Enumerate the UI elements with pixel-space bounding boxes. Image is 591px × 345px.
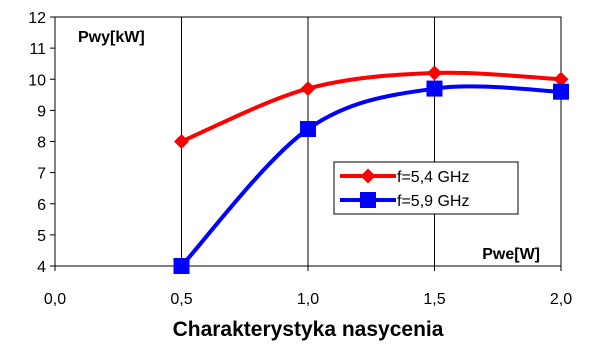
y-tick-label: 9: [37, 103, 46, 120]
y-axis-title-box: Pwy[kW]: [70, 24, 170, 48]
series-line: [179, 70, 563, 144]
y-axis-title: Pwy[kW]: [78, 29, 145, 46]
x-tick-label: 0,5: [170, 291, 192, 308]
y-tick-label: 6: [37, 197, 46, 214]
data-point-diamond: [300, 81, 316, 97]
legend-item-1: f=5,4 GHz: [340, 168, 469, 186]
series-2: [173, 80, 569, 274]
data-point-diamond: [174, 134, 189, 149]
legend-swatch-marker: [360, 192, 376, 208]
y-tick-label: 7: [37, 166, 46, 183]
data-point-square: [300, 121, 316, 138]
data-point-square: [553, 83, 569, 100]
y-tick-label: 8: [37, 135, 46, 152]
series: [173, 65, 569, 274]
data-point-diamond: [553, 71, 569, 87]
y-tick-label: 10: [28, 72, 46, 89]
legend: f=5,4 GHz f=5,9 GHz: [333, 161, 519, 215]
chart-title: Charakterystyka nasycenia: [173, 318, 444, 341]
y-axis-ticks: 4 5 6 7 8 9 10 11 12: [28, 10, 55, 276]
legend-item-2: f=5,9 GHz: [340, 192, 469, 210]
grid: [181, 17, 435, 266]
x-tick-label: 1,0: [297, 291, 319, 308]
data-point-square: [426, 80, 443, 97]
x-tick-label: 0,0: [44, 291, 66, 308]
legend-label: f=5,4 GHz: [397, 169, 469, 186]
x-tick-label: 1,5: [423, 291, 445, 308]
series-line: [179, 84, 563, 268]
legend-label: f=5,9 GHz: [397, 193, 469, 210]
x-axis-title-box: Pwe[W]: [468, 240, 548, 264]
x-axis-ticks: 0,0 0,5 1,0 1,5 2,0: [44, 266, 572, 308]
y-tick-label: 5: [37, 228, 46, 245]
series-1: [174, 65, 569, 149]
x-axis-title-background: [468, 240, 548, 264]
data-point-square: [173, 258, 190, 274]
legend-swatch-marker: [360, 168, 376, 184]
x-axis-title: Pwe[W]: [482, 246, 540, 263]
data-point-diamond: [427, 65, 442, 81]
y-tick-label: 11: [29, 41, 46, 58]
x-tick-label: 2,0: [550, 291, 572, 308]
y-axis-title-background: [70, 24, 170, 48]
y-tick-label: 12: [28, 10, 46, 27]
y-tick-label: 4: [37, 259, 46, 276]
